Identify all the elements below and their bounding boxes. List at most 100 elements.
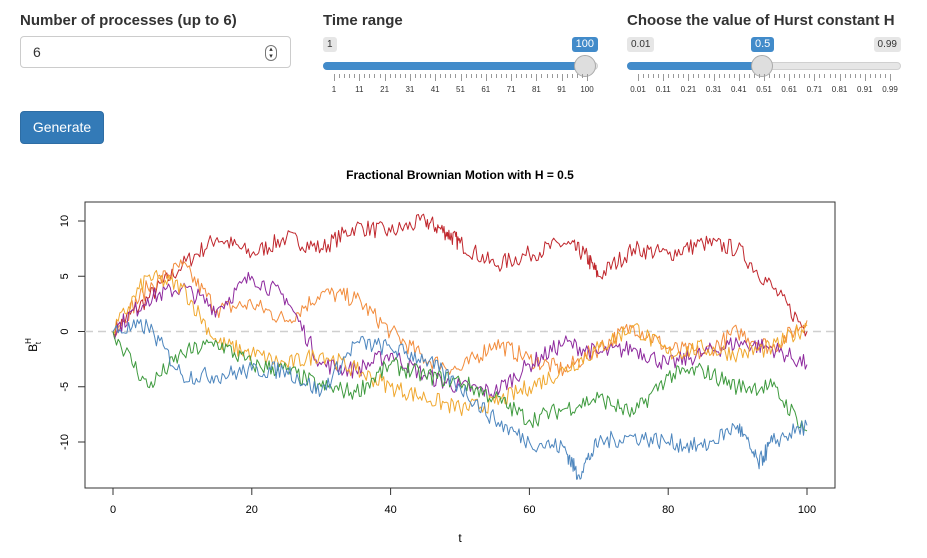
hurst-tick bbox=[779, 74, 781, 78]
hurst-tick bbox=[663, 74, 665, 81]
generate-button[interactable]: Generate bbox=[20, 111, 104, 144]
time-range-tick bbox=[349, 74, 351, 78]
hurst-tick-label: 0.41 bbox=[731, 85, 747, 94]
time-range-tick bbox=[526, 74, 528, 78]
time-range-tick bbox=[389, 74, 391, 78]
hurst-tick bbox=[859, 74, 861, 78]
hurst-tick bbox=[854, 74, 856, 78]
hurst-tick bbox=[884, 74, 886, 78]
time-range-tick bbox=[430, 74, 432, 78]
time-range-tick bbox=[404, 74, 406, 78]
hurst-value-label: 0.5 bbox=[751, 37, 775, 52]
hurst-tick-label: 0.01 bbox=[630, 85, 646, 94]
time-range-tick bbox=[414, 74, 416, 78]
time-range-tick bbox=[490, 74, 492, 78]
hurst-tick bbox=[874, 74, 876, 78]
hurst-tick bbox=[688, 74, 690, 81]
hurst-tick bbox=[834, 74, 836, 78]
series-line-1 bbox=[112, 213, 808, 340]
hurst-tick bbox=[819, 74, 821, 78]
time-range-tick bbox=[531, 74, 533, 78]
time-range-tick-labels: 1 11 21 31 41 51 61 71 81 91 100 bbox=[323, 85, 598, 97]
hurst-tick-label: 0.71 bbox=[806, 85, 823, 94]
time-range-tick-label: 31 bbox=[405, 85, 415, 94]
hurst-tick bbox=[718, 74, 720, 78]
time-range-handle[interactable] bbox=[574, 55, 596, 77]
hurst-tick bbox=[844, 74, 846, 78]
hurst-tick bbox=[849, 74, 851, 78]
time-range-tick bbox=[369, 74, 371, 78]
hurst-tick bbox=[658, 74, 660, 78]
hurst-tick-label: 0.21 bbox=[680, 85, 697, 94]
hurst-tick bbox=[784, 74, 786, 78]
time-range-fill bbox=[323, 62, 585, 70]
time-range-tick bbox=[445, 74, 447, 78]
hurst-ticks bbox=[627, 74, 901, 84]
time-range-tick bbox=[470, 74, 472, 78]
spinner-icon[interactable]: ▴ ▾ bbox=[265, 45, 277, 61]
time-range-tick-label: 11 bbox=[355, 85, 364, 94]
time-range-tick bbox=[455, 74, 457, 78]
processes-input[interactable]: 6 ▴ ▾ bbox=[20, 36, 291, 68]
processes-value: 6 bbox=[33, 44, 41, 60]
hurst-tick bbox=[678, 74, 680, 78]
time-range-tick bbox=[450, 74, 452, 78]
time-range-tick bbox=[546, 74, 548, 78]
time-range-tick bbox=[344, 74, 346, 78]
time-range-tick-label: 81 bbox=[531, 85, 541, 94]
y-tick-label: -5 bbox=[59, 382, 71, 392]
time-range-tick bbox=[425, 74, 427, 78]
time-range-tick bbox=[339, 74, 341, 78]
hurst-max-label: 0.99 bbox=[873, 37, 901, 52]
hurst-tick-label: 0.61 bbox=[781, 85, 797, 94]
hurst-tick bbox=[809, 74, 811, 78]
time-range-tick bbox=[536, 74, 538, 81]
hurst-tick-label: 0.51 bbox=[756, 85, 772, 94]
x-axis: 0 20 40 60 80 100 bbox=[110, 487, 816, 516]
y-axis-label: BHt bbox=[24, 338, 43, 352]
time-range-tick bbox=[420, 74, 422, 78]
svg-text:BHt: BHt bbox=[24, 338, 43, 352]
hurst-handle[interactable] bbox=[751, 55, 773, 77]
time-range-tick bbox=[359, 74, 361, 81]
time-range-tick-label: 41 bbox=[430, 85, 440, 94]
time-range-tick bbox=[511, 74, 513, 81]
time-range-tick-label: 91 bbox=[557, 85, 567, 94]
hurst-tick bbox=[728, 74, 730, 78]
hurst-tick bbox=[804, 74, 806, 78]
hurst-tick bbox=[698, 74, 700, 78]
hurst-tick bbox=[638, 74, 639, 81]
time-range-slider[interactable]: 1 100 1 11 21 31 41 51 61 71 81 91 100 bbox=[323, 37, 598, 107]
x-tick-label: 60 bbox=[523, 504, 535, 516]
hurst-tick bbox=[753, 74, 755, 78]
time-range-tick bbox=[485, 74, 487, 81]
time-range-tick bbox=[551, 74, 553, 78]
chart-title: Fractional Brownian Motion with H = 0.5 bbox=[346, 168, 574, 182]
hurst-tick-labels: 0.01 0.11 0.21 0.31 0.41 0.51 0.61 0.71 0.81 0.91… bbox=[627, 85, 901, 97]
time-range-tick-label: 61 bbox=[481, 85, 491, 94]
series-line-6 bbox=[112, 318, 808, 480]
time-range-tick-label: 71 bbox=[506, 85, 516, 94]
hurst-tick bbox=[869, 74, 871, 78]
hurst-tick bbox=[723, 74, 725, 78]
series-group bbox=[112, 213, 808, 480]
hurst-tick bbox=[703, 74, 705, 78]
series-line-5 bbox=[112, 331, 808, 432]
hurst-tick bbox=[789, 74, 791, 81]
y-tick-label: 5 bbox=[59, 273, 71, 279]
processes-label: Number of processes (up to 6) bbox=[20, 12, 237, 29]
time-range-tick bbox=[374, 74, 376, 78]
time-range-tick bbox=[480, 74, 482, 78]
time-range-tick bbox=[571, 74, 573, 78]
hurst-tick-label: 0.31 bbox=[705, 85, 722, 94]
hurst-tick-label: 0.91 bbox=[857, 85, 873, 94]
time-range-tick bbox=[354, 74, 356, 78]
time-range-tick-label: 21 bbox=[380, 85, 390, 94]
hurst-tick bbox=[890, 74, 891, 81]
y-tick-label: -10 bbox=[59, 434, 71, 450]
series-line-4 bbox=[112, 269, 808, 417]
x-tick-label: 80 bbox=[662, 504, 674, 516]
time-range-min-label: 1 bbox=[323, 37, 337, 52]
hurst-slider[interactable]: 0.01 0.5 0.99 0.01 0.11 0.21 0.31 0.41 0.51 0.… bbox=[627, 37, 901, 107]
hurst-tick bbox=[743, 74, 745, 78]
